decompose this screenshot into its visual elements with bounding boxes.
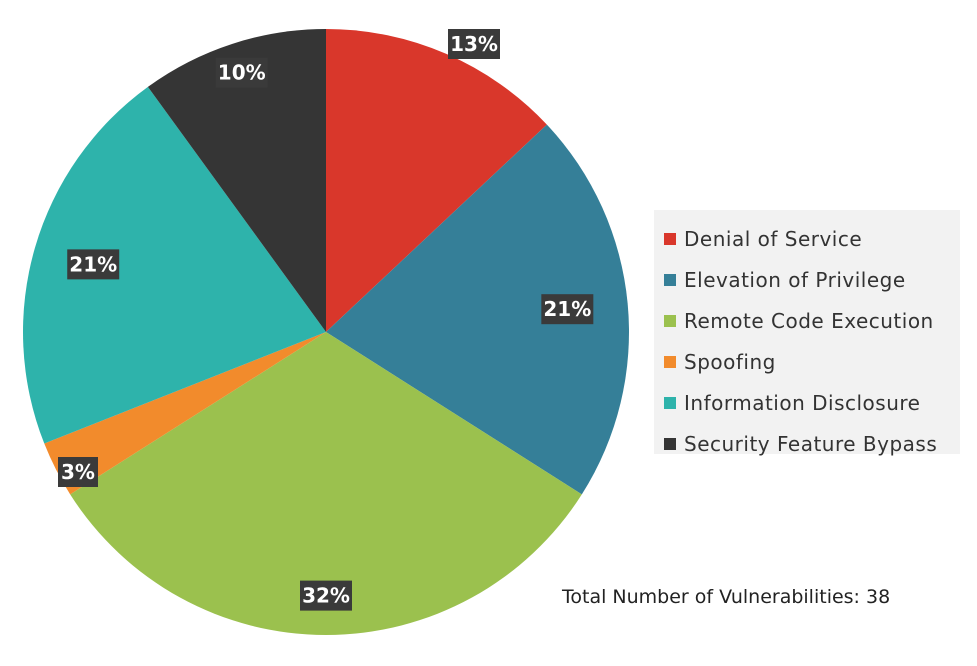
legend-item-denial-of-service: Denial of Service: [664, 218, 960, 259]
pie-label-group: 13%: [448, 29, 500, 59]
legend-label: Spoofing: [684, 349, 776, 374]
legend-label: Denial of Service: [684, 226, 863, 251]
pie-label-group: 10%: [215, 57, 268, 88]
legend-label: Security Feature Bypass: [684, 431, 938, 456]
pie-slice-information-disclosure: [22, 86, 326, 444]
pie-slice-spoofing: [44, 332, 327, 495]
pie-label-box: [58, 457, 98, 487]
pie-slice-remote-code-execution: [70, 332, 582, 636]
pie-slice-elevation-of-privilege: [326, 124, 630, 495]
legend: Denial of Service Elevation of Privilege…: [654, 210, 960, 456]
pie-slice-denial-of-service: [326, 29, 547, 332]
legend-item-spoofing: Spoofing: [664, 341, 960, 382]
legend-item-security-feature-bypass: Security Feature Bypass: [664, 423, 960, 464]
legend-swatch: [664, 273, 676, 286]
pie-label-box: [67, 249, 120, 280]
pie-label-box: [300, 580, 352, 611]
legend-swatch: [664, 437, 676, 450]
pie-label-text: 21%: [543, 297, 591, 321]
pie-label-box: [541, 294, 594, 325]
legend-swatch: [664, 232, 676, 245]
pie-label-box: [215, 57, 268, 88]
pie-label-group: 32%: [300, 580, 352, 611]
pie-label-group: 21%: [67, 249, 120, 280]
pie-label-text: 21%: [69, 252, 117, 276]
pie-label-group: 3%: [58, 457, 98, 487]
pie-label-text: 10%: [218, 61, 266, 85]
pie-labels: 13% 21% 32% 3% 21% 10%: [58, 29, 594, 611]
legend-label: Elevation of Privilege: [684, 267, 906, 292]
legend-item-information-disclosure: Information Disclosure: [664, 382, 960, 423]
pie-slices: [22, 29, 630, 636]
legend-swatch: [664, 355, 676, 368]
legend-swatch: [664, 314, 676, 327]
pie-slice-security-feature-bypass: [147, 29, 326, 332]
total-vulnerabilities-text: Total Number of Vulnerabilities: 38: [562, 586, 891, 608]
pie-label-text: 32%: [302, 584, 350, 608]
pie-label-text: 13%: [450, 32, 498, 56]
pie-label-box: [448, 29, 500, 59]
legend-label: Remote Code Execution: [684, 308, 934, 333]
legend-item-elevation-of-privilege: Elevation of Privilege: [664, 259, 960, 300]
pie-label-group: 21%: [541, 294, 594, 325]
pie-label-text: 3%: [61, 460, 95, 484]
legend-item-remote-code-execution: Remote Code Execution: [664, 300, 960, 341]
legend-swatch: [664, 396, 676, 409]
legend-label: Information Disclosure: [684, 390, 921, 415]
